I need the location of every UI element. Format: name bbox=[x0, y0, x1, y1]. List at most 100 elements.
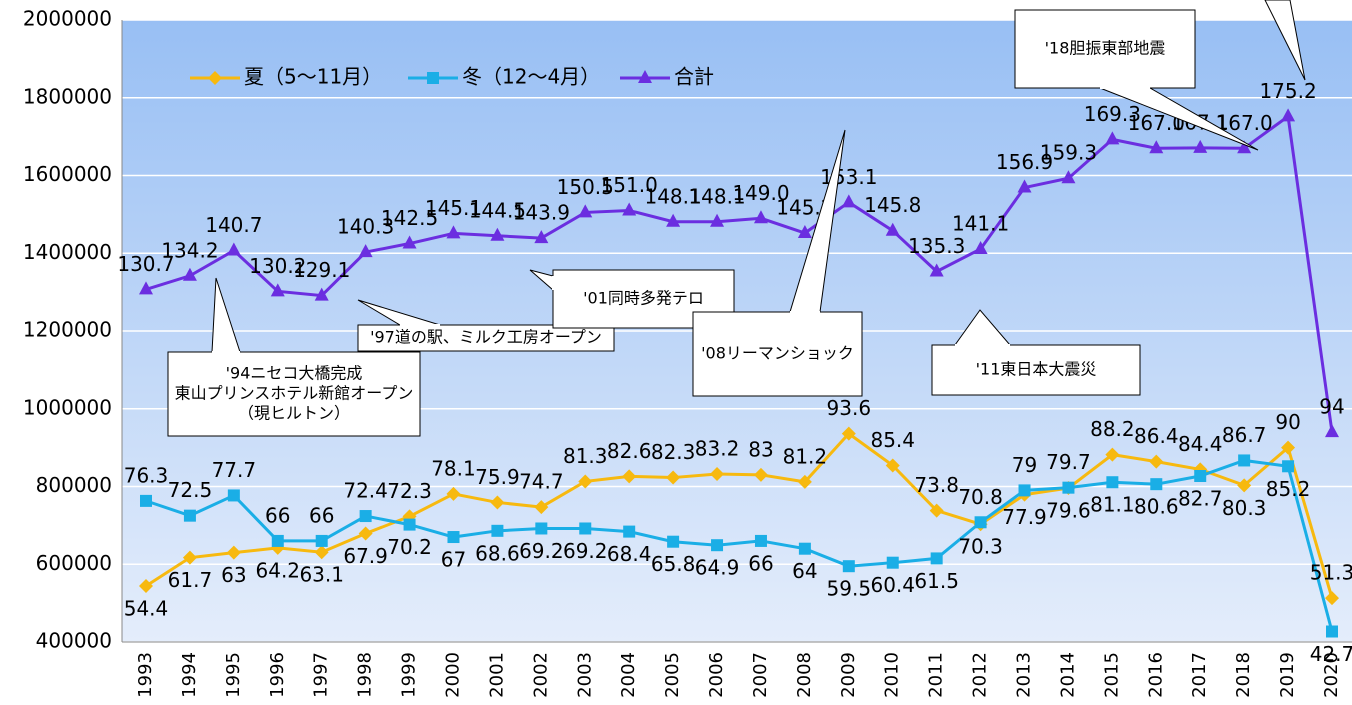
marker bbox=[1105, 131, 1120, 145]
data-label: 85.2 bbox=[1266, 477, 1311, 501]
data-label: 81.2 bbox=[783, 444, 828, 468]
x-tick-label: 2013 bbox=[1014, 652, 1035, 698]
data-label: 64.2 bbox=[256, 558, 301, 582]
data-label: 82.3 bbox=[651, 440, 696, 464]
data-label: 78.1 bbox=[431, 456, 476, 480]
data-label: 159.3 bbox=[1040, 141, 1097, 165]
callout bbox=[167, 351, 421, 437]
data-label: 68.4 bbox=[607, 542, 652, 566]
x-tick-label: 2015 bbox=[1101, 652, 1122, 698]
data-label: 67.9 bbox=[343, 544, 388, 568]
marker bbox=[1062, 481, 1075, 494]
x-tick-label: 2019 bbox=[1277, 652, 1298, 698]
marker bbox=[1061, 170, 1076, 184]
callout bbox=[692, 311, 863, 397]
marker bbox=[1193, 139, 1208, 153]
marker bbox=[1105, 447, 1120, 462]
data-label: 169.3 bbox=[1084, 102, 1141, 126]
y-tick-label: 1200000 bbox=[23, 318, 112, 342]
marker bbox=[579, 522, 592, 535]
marker bbox=[270, 283, 285, 297]
x-tick-label: 2002 bbox=[530, 652, 551, 698]
annotation: '08リーマンショック bbox=[701, 344, 854, 363]
x-tick-label: 2000 bbox=[442, 652, 463, 698]
marker bbox=[1149, 140, 1164, 154]
marker bbox=[140, 494, 152, 507]
marker bbox=[622, 469, 637, 484]
data-label: 150.5 bbox=[557, 175, 614, 199]
data-label: 93.6 bbox=[827, 396, 872, 420]
x-tick-label: 1997 bbox=[311, 652, 332, 698]
y-tick-label: 2000000 bbox=[23, 7, 112, 31]
data-label: 67 bbox=[441, 548, 466, 572]
data-label: 144.5 bbox=[469, 198, 526, 222]
marker bbox=[667, 535, 680, 548]
marker bbox=[885, 222, 900, 236]
data-label: 63.1 bbox=[299, 563, 344, 587]
x-tick-label: 2016 bbox=[1145, 652, 1166, 698]
series-line bbox=[145, 431, 1334, 599]
marker bbox=[666, 213, 681, 227]
marker bbox=[622, 202, 637, 216]
data-label: 79 bbox=[1012, 453, 1037, 477]
marker bbox=[797, 474, 812, 489]
marker bbox=[929, 503, 944, 518]
marker bbox=[1281, 108, 1296, 122]
x-tick-label: 2003 bbox=[574, 652, 595, 698]
marker bbox=[183, 509, 196, 522]
x-tick-label: 2009 bbox=[838, 652, 859, 698]
marker bbox=[974, 516, 987, 529]
series-line bbox=[145, 113, 1334, 433]
data-label: 83 bbox=[748, 437, 773, 461]
data-label: 82.7 bbox=[1178, 487, 1223, 511]
data-label: 42.7 bbox=[1310, 642, 1352, 666]
marker bbox=[578, 204, 593, 218]
series-line bbox=[145, 458, 1334, 632]
marker bbox=[535, 522, 548, 535]
marker bbox=[358, 526, 373, 541]
data-label: 66 bbox=[265, 503, 290, 527]
x-tick-label: 1993 bbox=[135, 652, 156, 698]
x-tick-label: 2014 bbox=[1057, 652, 1078, 698]
marker bbox=[359, 510, 372, 523]
data-label: 64.9 bbox=[695, 556, 740, 580]
marker bbox=[638, 70, 652, 83]
data-label: 73.8 bbox=[914, 473, 959, 497]
marker bbox=[754, 534, 767, 547]
data-label: 90 bbox=[1275, 410, 1300, 434]
marker bbox=[226, 242, 241, 256]
data-label: 82.6 bbox=[607, 439, 652, 463]
data-label: 69.2 bbox=[519, 539, 564, 563]
marker bbox=[1281, 440, 1296, 455]
data-label: 72.5 bbox=[168, 478, 213, 502]
data-label: 70.3 bbox=[958, 535, 1003, 559]
data-label: 63 bbox=[221, 563, 246, 587]
marker bbox=[314, 545, 329, 560]
data-label: 59.5 bbox=[827, 577, 872, 601]
marker bbox=[139, 281, 153, 295]
data-label: 79.7 bbox=[1046, 450, 1091, 474]
data-label: 76.3 bbox=[124, 463, 169, 487]
data-label: 86.4 bbox=[1134, 424, 1179, 448]
marker bbox=[841, 426, 856, 441]
callout bbox=[357, 324, 615, 352]
marker bbox=[226, 545, 241, 560]
y-tick-label: 1800000 bbox=[23, 84, 112, 108]
callout bbox=[1014, 9, 1196, 89]
x-tick-label: 1999 bbox=[399, 652, 420, 698]
data-label: 65.8 bbox=[651, 552, 696, 576]
data-label: 141.1 bbox=[952, 211, 1009, 235]
x-tick-label: 2005 bbox=[662, 652, 683, 698]
data-label: 143.9 bbox=[513, 201, 570, 225]
marker bbox=[490, 495, 505, 510]
x-tick-label: 2008 bbox=[794, 652, 815, 698]
x-tick-label: 2010 bbox=[882, 652, 903, 698]
legend-label: 夏（5～11月） bbox=[244, 65, 382, 89]
marker bbox=[182, 267, 197, 281]
data-label: 84.4 bbox=[1178, 432, 1223, 456]
data-label: 148.1 bbox=[644, 184, 701, 208]
y-tick-label: 600000 bbox=[36, 551, 112, 575]
marker bbox=[1149, 454, 1164, 469]
marker bbox=[271, 534, 284, 547]
x-tick-label: 2004 bbox=[618, 652, 639, 698]
